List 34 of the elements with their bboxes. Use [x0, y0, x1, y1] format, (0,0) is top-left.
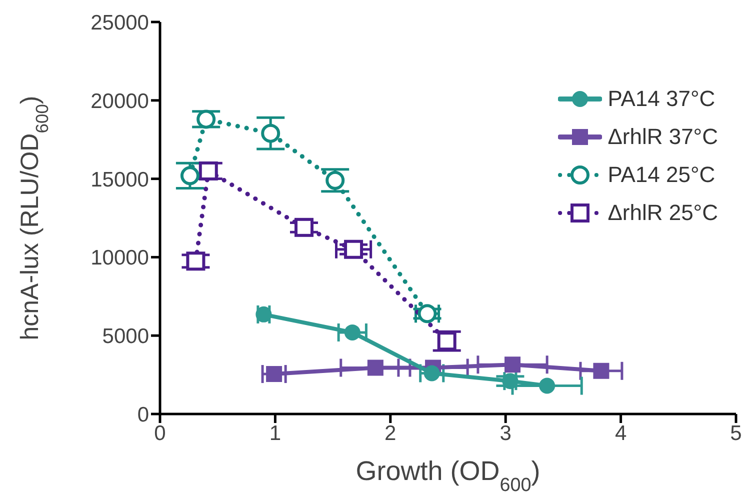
x-axis-title: Growth (OD$_{600}$): [356, 456, 540, 496]
x-tick-label: 1: [269, 422, 282, 445]
point: [198, 161, 218, 180]
y-tick-label: 5000: [102, 325, 149, 348]
point: [424, 365, 440, 382]
point: [593, 362, 610, 379]
x-tick-label: 2: [384, 422, 396, 445]
point: [261, 124, 280, 143]
point: [367, 360, 384, 376]
point: [437, 332, 456, 351]
x-tick-label: 5: [730, 422, 742, 445]
point: [196, 110, 216, 129]
legend-label: ΔrhlR 37°C: [608, 124, 718, 150]
point: [504, 356, 521, 373]
legend-label: PA14 25°C: [608, 162, 716, 188]
point: [344, 240, 364, 259]
point: [266, 366, 282, 382]
y-tick-label: 10000: [90, 246, 149, 270]
point: [294, 218, 314, 237]
point: [326, 170, 345, 190]
point: [418, 304, 437, 324]
y-tick-label: 15000: [90, 168, 149, 192]
legend-label: PA14 37°C: [608, 86, 716, 112]
x-tick-label: 0: [154, 422, 166, 445]
legend-label: ΔrhlR 25°C: [608, 200, 718, 226]
point: [344, 324, 360, 340]
y-tick-label: 20000: [90, 90, 149, 113]
point: [180, 166, 200, 186]
y-tick-label: 0: [137, 403, 149, 426]
y-tick-label: 25000: [90, 11, 149, 34]
point: [186, 252, 206, 271]
x-tick-label: 4: [614, 422, 627, 445]
x-tick-label: 3: [500, 422, 512, 445]
point: [539, 378, 556, 394]
